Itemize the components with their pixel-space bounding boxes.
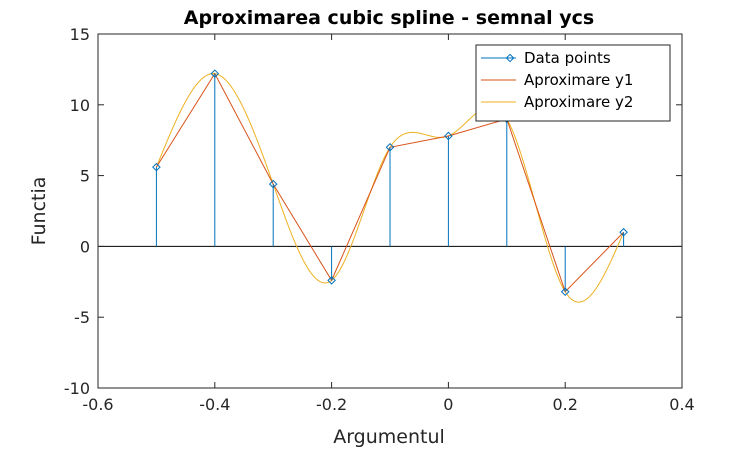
axes-box xyxy=(97,33,683,389)
data-point-marker xyxy=(210,69,220,78)
data-point-marker xyxy=(444,131,453,141)
x-tick-label: 0 xyxy=(443,395,453,414)
y-tick-label: -10 xyxy=(64,379,90,398)
y-tick-label: -5 xyxy=(74,308,90,327)
y-axis-label: Functia xyxy=(28,177,50,246)
data-point-marker xyxy=(327,276,336,285)
y-tick-label: 0 xyxy=(80,237,90,256)
legend-entry-data-points-label: Data points xyxy=(524,49,611,67)
chart-title: Aproximarea cubic spline - semnal ycs xyxy=(184,7,594,29)
legend-marker xyxy=(505,53,515,63)
series-layer xyxy=(152,69,628,303)
x-tick-label: -0.4 xyxy=(199,395,230,414)
data-point-marker xyxy=(560,287,570,297)
x-axis-label: Argumentul xyxy=(333,426,445,448)
x-tick-label: -0.2 xyxy=(316,395,347,414)
x-tick-label: -0.6 xyxy=(82,395,113,414)
data-point-marker xyxy=(619,227,628,237)
y-tick-label: 5 xyxy=(80,167,90,186)
y-tick-label: 15 xyxy=(70,25,90,44)
data-point-marker xyxy=(385,142,395,152)
data-point-marker xyxy=(268,179,278,189)
legend-entry-y2-label: Aproximare y2 xyxy=(524,93,633,111)
y-tick-label: 10 xyxy=(70,96,90,115)
x-tick-label: 0.2 xyxy=(552,395,577,414)
legend: Data points Aproximare y1 Aproximare y2 xyxy=(475,44,671,122)
legend-entry-y1-label: Aproximare y1 xyxy=(524,71,633,89)
data-point-marker xyxy=(152,162,161,172)
x-tick-label: 0.4 xyxy=(669,395,694,414)
ticks-layer: -0.6 -0.4 -0.2 0 0.2 0.4 -10 -5 0 5 10 15 xyxy=(64,25,695,414)
